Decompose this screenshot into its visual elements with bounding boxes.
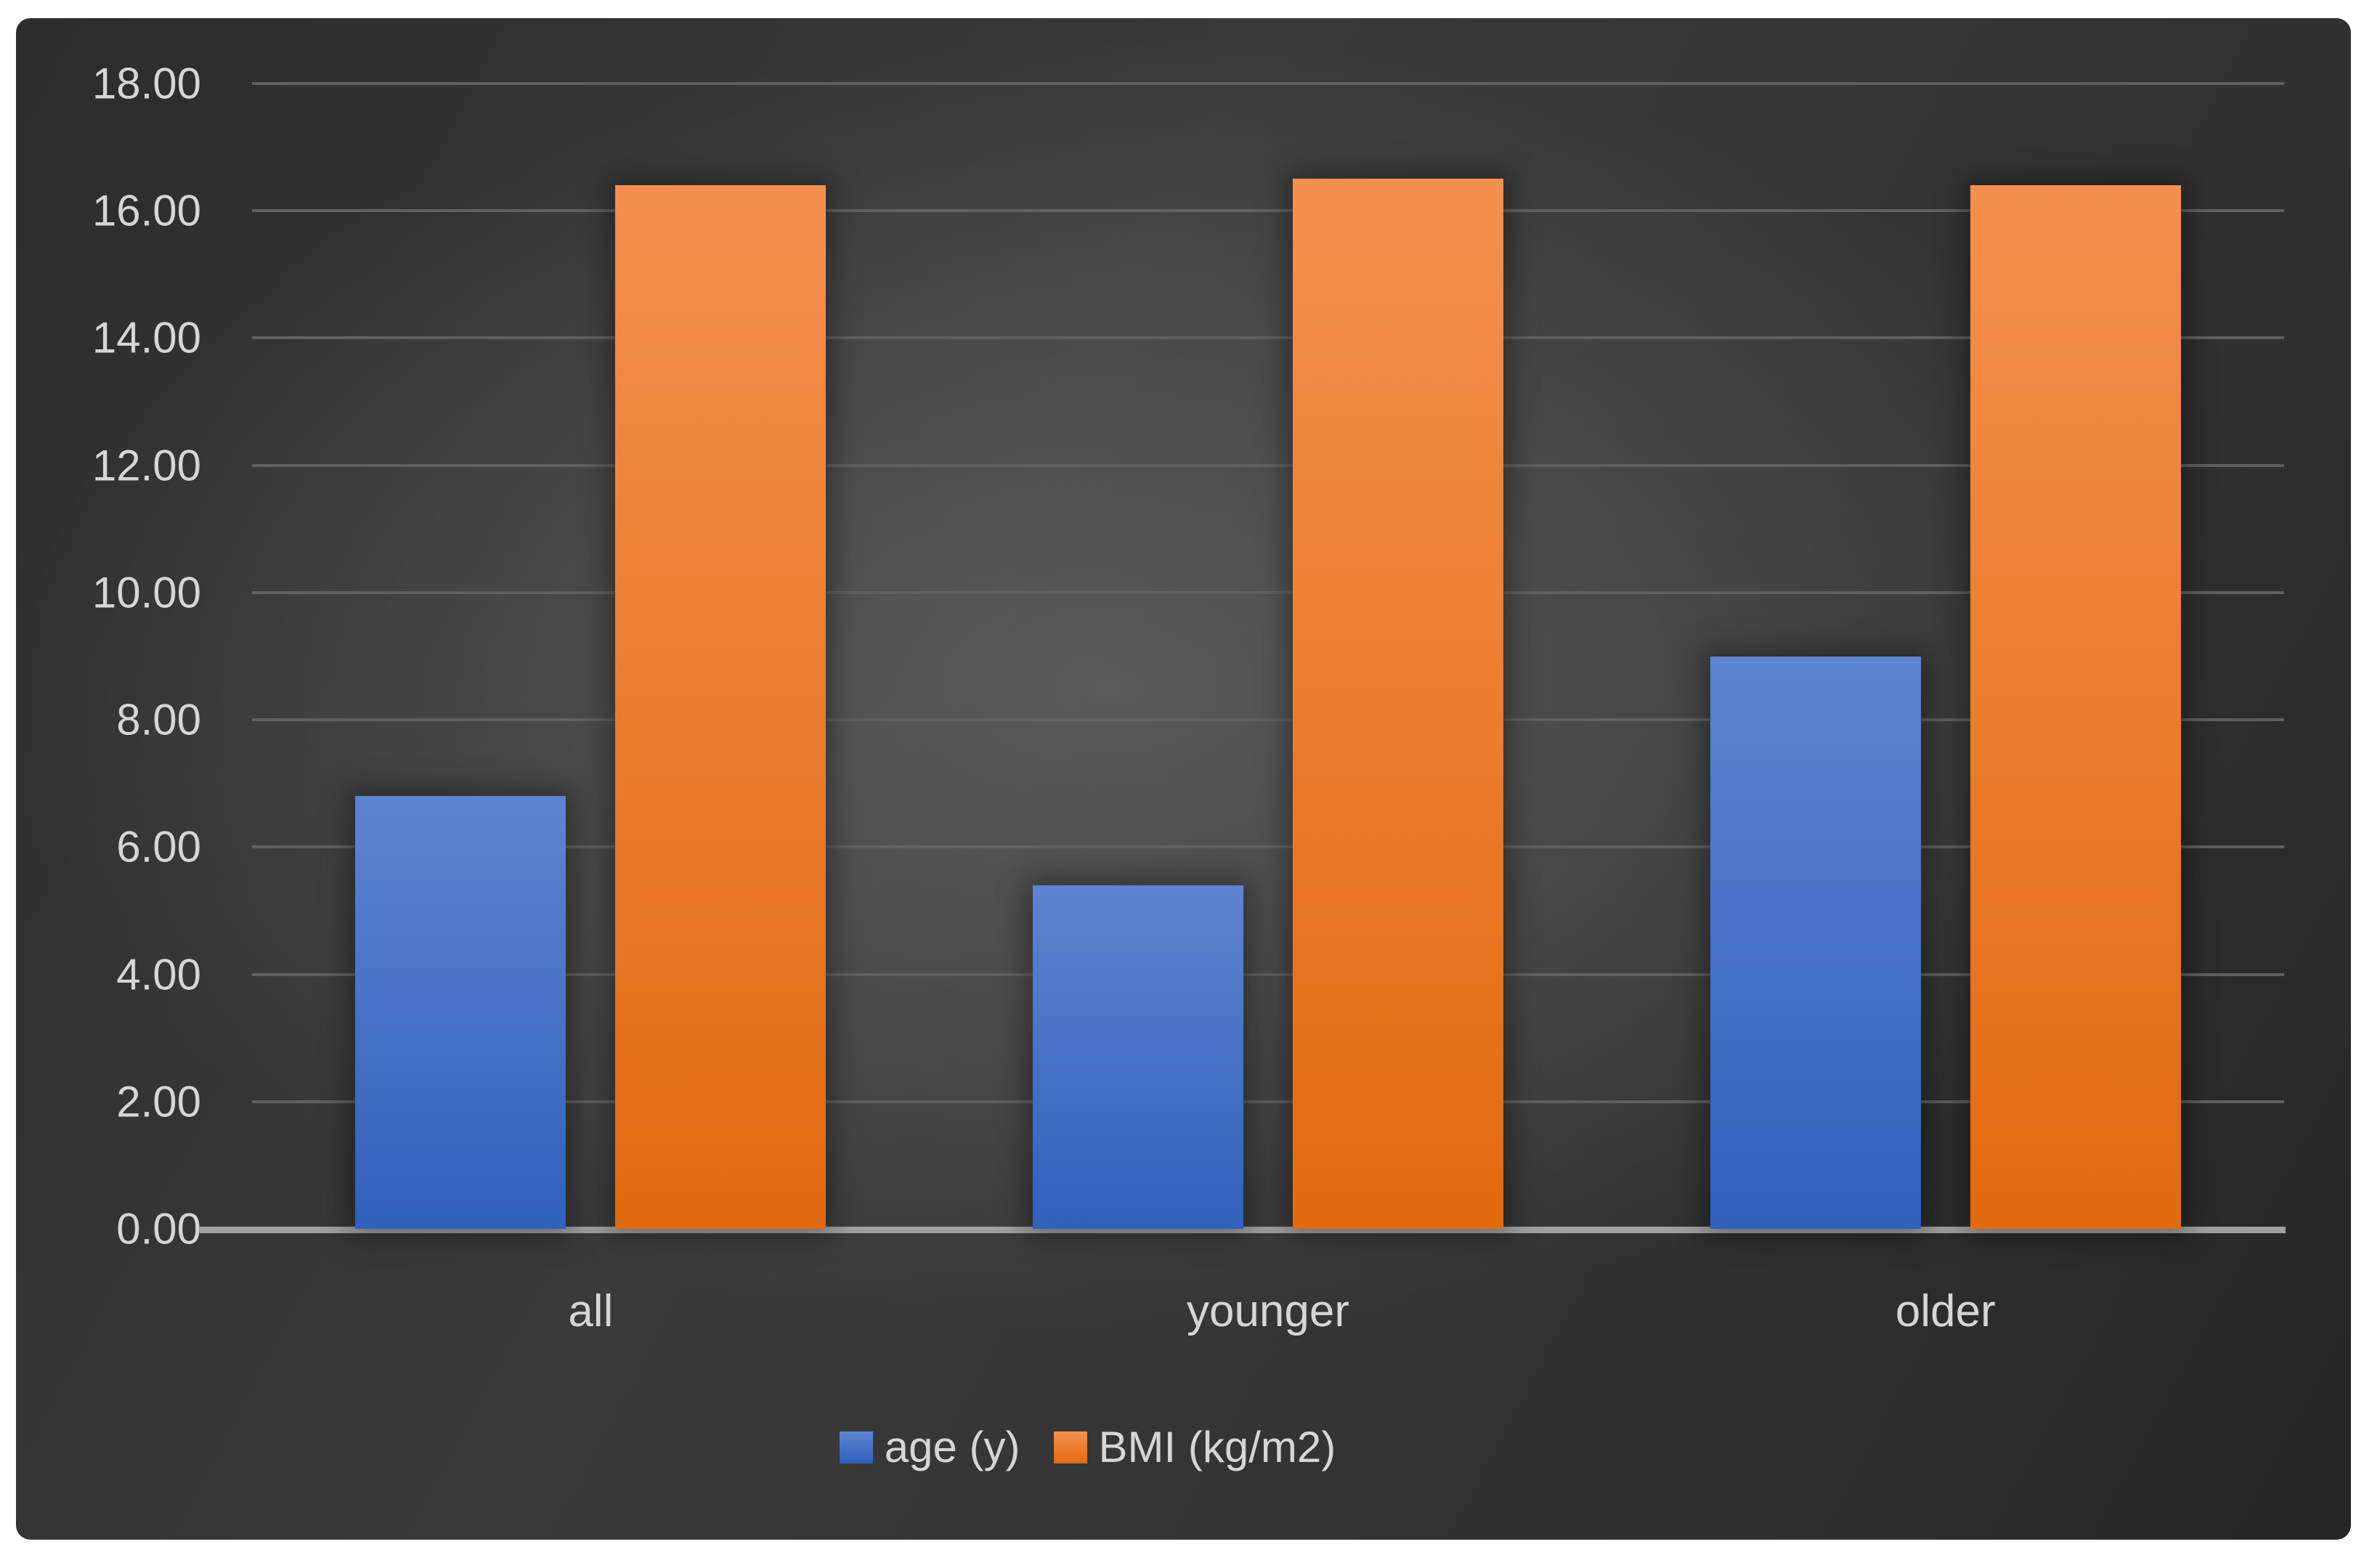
x-axis-category-label: all [568, 1286, 614, 1336]
y-axis-tick-label: 0.00 [116, 1204, 201, 1254]
y-axis-tick-label: 12.00 [92, 441, 201, 490]
y-axis-tick-label: 16.00 [92, 186, 201, 235]
legend-swatch-age [839, 1431, 873, 1463]
y-axis-tick-label: 4.00 [116, 950, 201, 999]
bar-age-y-all[interactable] [355, 796, 566, 1229]
gridline [252, 336, 2284, 340]
y-axis-tick-label: 10.00 [92, 568, 201, 617]
chart-legend: age (y) BMI (kg/m2) [16, 1426, 2255, 1469]
gridline [252, 845, 2284, 849]
y-axis-tick-label: 2.00 [116, 1077, 201, 1126]
bar-bmi-kg-m2-older[interactable] [1970, 185, 2181, 1229]
chart-canvas: 0.00 2.00 4.00 6.00 8.00 10.00 12.00 14.00 16.00… [16, 18, 2351, 1540]
gridline [252, 590, 2284, 594]
x-axis-category-label: older [1895, 1286, 1996, 1336]
y-axis-tick-label: 6.00 [116, 822, 201, 872]
gridline [252, 1100, 2284, 1103]
legend-swatch-bmi [1053, 1431, 1087, 1463]
x-axis-line [200, 1227, 2286, 1233]
gridline [252, 209, 2284, 213]
gridline [252, 718, 2284, 722]
y-axis-tick-label: 14.00 [92, 313, 201, 362]
bar-bmi-kg-m2-all[interactable] [615, 185, 826, 1229]
y-axis-tick-label: 8.00 [116, 695, 201, 744]
bar-age-y-younger[interactable] [1033, 885, 1243, 1229]
gridline [252, 463, 2284, 467]
legend-item-bmi[interactable]: BMI (kg/m2) [1053, 1423, 1336, 1471]
y-axis-tick-label: 18.00 [92, 59, 201, 108]
gridline [252, 82, 2284, 85]
bar-age-y-older[interactable] [1710, 656, 1921, 1229]
x-axis-category-label: younger [1186, 1286, 1350, 1336]
bar-bmi-kg-m2-younger[interactable] [1293, 179, 1503, 1229]
legend-label-age: age (y) [884, 1423, 1020, 1471]
legend-label-bmi: BMI (kg/m2) [1098, 1423, 1336, 1471]
legend-item-age[interactable]: age (y) [839, 1423, 1020, 1471]
gridline [252, 972, 2284, 976]
